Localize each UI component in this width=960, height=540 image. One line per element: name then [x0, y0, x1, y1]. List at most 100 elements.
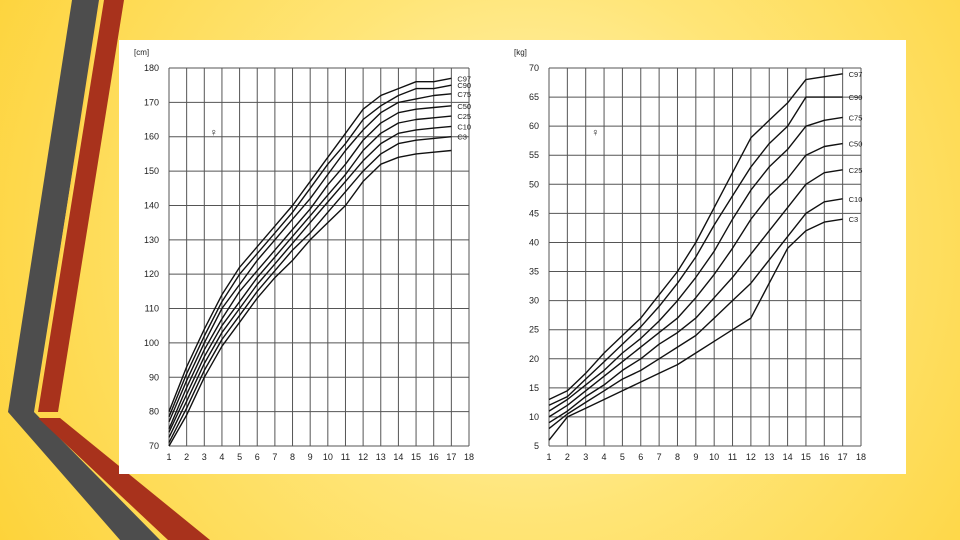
x-tick-label: 7: [657, 452, 662, 462]
x-tick-label: 4: [219, 452, 224, 462]
y-tick-label: 10: [529, 412, 539, 422]
series-line-c3: [548, 218, 843, 441]
y-tick-label: 140: [144, 200, 159, 210]
percentile-label: C50: [457, 102, 471, 111]
decor-dark-stripe: [8, 0, 100, 412]
x-tick-label: 6: [255, 452, 260, 462]
series-line-c90: [168, 84, 452, 418]
x-tick-label: 2: [184, 452, 189, 462]
series-line-c50: [548, 142, 843, 418]
y-tick-label: 45: [529, 208, 539, 218]
y-tick-label: 70: [149, 441, 159, 451]
y-tick-label: 110: [145, 304, 159, 314]
y-tick-label: 150: [144, 166, 159, 176]
y-tick-label: 5: [534, 441, 539, 451]
x-tick-label: 10: [323, 452, 333, 462]
x-tick-label: 8: [290, 452, 295, 462]
y-tick-label: 120: [144, 269, 159, 279]
series-line-c10: [548, 198, 843, 430]
x-tick-label: 16: [819, 452, 829, 462]
series-line-c25: [548, 169, 843, 424]
decor-gold-line: [35, 0, 101, 413]
x-tick-label: 17: [446, 452, 456, 462]
y-tick-label: 35: [529, 267, 539, 277]
percentile-label: C90: [457, 81, 471, 90]
weight-chart: 1 2 3 4 5 6 7 8 9 10 11 12 13 14 15 16 17 185101520253035…: [514, 48, 866, 462]
series-line-c3a: [168, 149, 452, 447]
y-tick-label: 180: [144, 63, 159, 73]
y-tick-label: 100: [144, 338, 159, 348]
x-tick-label: 11: [728, 452, 737, 462]
x-tick-label: 17: [838, 452, 848, 462]
series-line-c90: [548, 96, 843, 406]
x-tick-label: 18: [856, 452, 866, 462]
x-tick-label: 3: [202, 452, 207, 462]
y-unit-label: [kg]: [514, 48, 527, 57]
decor-red-diagonal: [38, 418, 210, 540]
x-tick-label: 3: [583, 452, 588, 462]
series-line-c97: [168, 77, 452, 412]
y-tick-label: 30: [529, 296, 539, 306]
y-tick-label: 40: [529, 237, 539, 247]
x-tick-label: 4: [602, 452, 607, 462]
x-tick-label: 10: [709, 452, 719, 462]
x-tick-label: 15: [801, 452, 811, 462]
chart-panel: 1 2 3 4 5 6 7 8 9 10 11 12 13 14 15 16 17 18 70 80 90 100 110 1…: [119, 40, 906, 474]
decor-dark-diagonal: [8, 412, 160, 540]
y-tick-label: 60: [529, 121, 539, 131]
x-tick-label: 1: [166, 452, 171, 462]
percentile-label: C75: [849, 113, 863, 122]
y-tick-label: 80: [149, 407, 159, 417]
x-tick-label: 16: [429, 452, 439, 462]
percentile-label: C97: [457, 74, 471, 83]
x-tick-label: 7: [272, 452, 277, 462]
y-tick-label: 160: [144, 132, 159, 142]
percentile-label: C10: [849, 195, 863, 204]
y-tick-label: 25: [529, 325, 539, 335]
percentile-label: C3: [457, 133, 467, 142]
series-line-c10: [168, 125, 452, 438]
decor-red-stripe: [38, 0, 124, 412]
y-unit-label: [cm]: [134, 48, 149, 57]
height-chart: 1 2 3 4 5 6 7 8 9 10 11 12 13 14 15 16 17 187080901001101…: [134, 48, 474, 462]
series-line-c97: [548, 73, 843, 401]
x-tick-label: 18: [464, 452, 474, 462]
percentile-label: C25: [849, 166, 863, 175]
percentile-label: C97: [849, 70, 863, 79]
percentile-label: C3: [849, 215, 859, 224]
x-tick-label: 14: [783, 452, 793, 462]
x-tick-label: 13: [764, 452, 774, 462]
percentile-label: C10: [457, 122, 471, 131]
percentile-label: C90: [849, 93, 863, 102]
x-tick-label: 5: [620, 452, 625, 462]
sex-symbol: ♀: [210, 127, 218, 139]
y-tick-label: 50: [529, 179, 539, 189]
x-tick-label: 9: [693, 452, 698, 462]
x-tick-label: 6: [638, 452, 643, 462]
y-tick-label: 20: [529, 354, 539, 364]
x-tick-label: 13: [376, 452, 386, 462]
y-tick-label: 90: [149, 372, 159, 382]
y-tick-label: 15: [529, 383, 539, 393]
x-tick-label: 15: [411, 452, 421, 462]
x-tick-label: 14: [393, 452, 403, 462]
y-tick-label: 130: [144, 235, 159, 245]
percentile-label: C75: [457, 90, 471, 99]
x-tick-label: 5: [237, 452, 242, 462]
series-line-c75: [168, 93, 452, 423]
x-tick-label: 12: [746, 452, 756, 462]
series-line-c3: [168, 136, 452, 443]
y-tick-label: 70: [529, 63, 539, 73]
series-line-c75: [548, 116, 843, 412]
x-tick-label: 9: [308, 452, 313, 462]
percentile-label: C25: [457, 112, 471, 121]
x-tick-label: 1: [546, 452, 551, 462]
x-tick-label: 11: [341, 452, 350, 462]
y-tick-label: 55: [529, 150, 539, 160]
x-tick-label: 2: [565, 452, 570, 462]
sex-symbol: ♀: [591, 127, 599, 139]
series-line-c50: [168, 105, 452, 430]
percentile-label: C50: [849, 140, 863, 149]
series-line-c25: [168, 115, 452, 433]
